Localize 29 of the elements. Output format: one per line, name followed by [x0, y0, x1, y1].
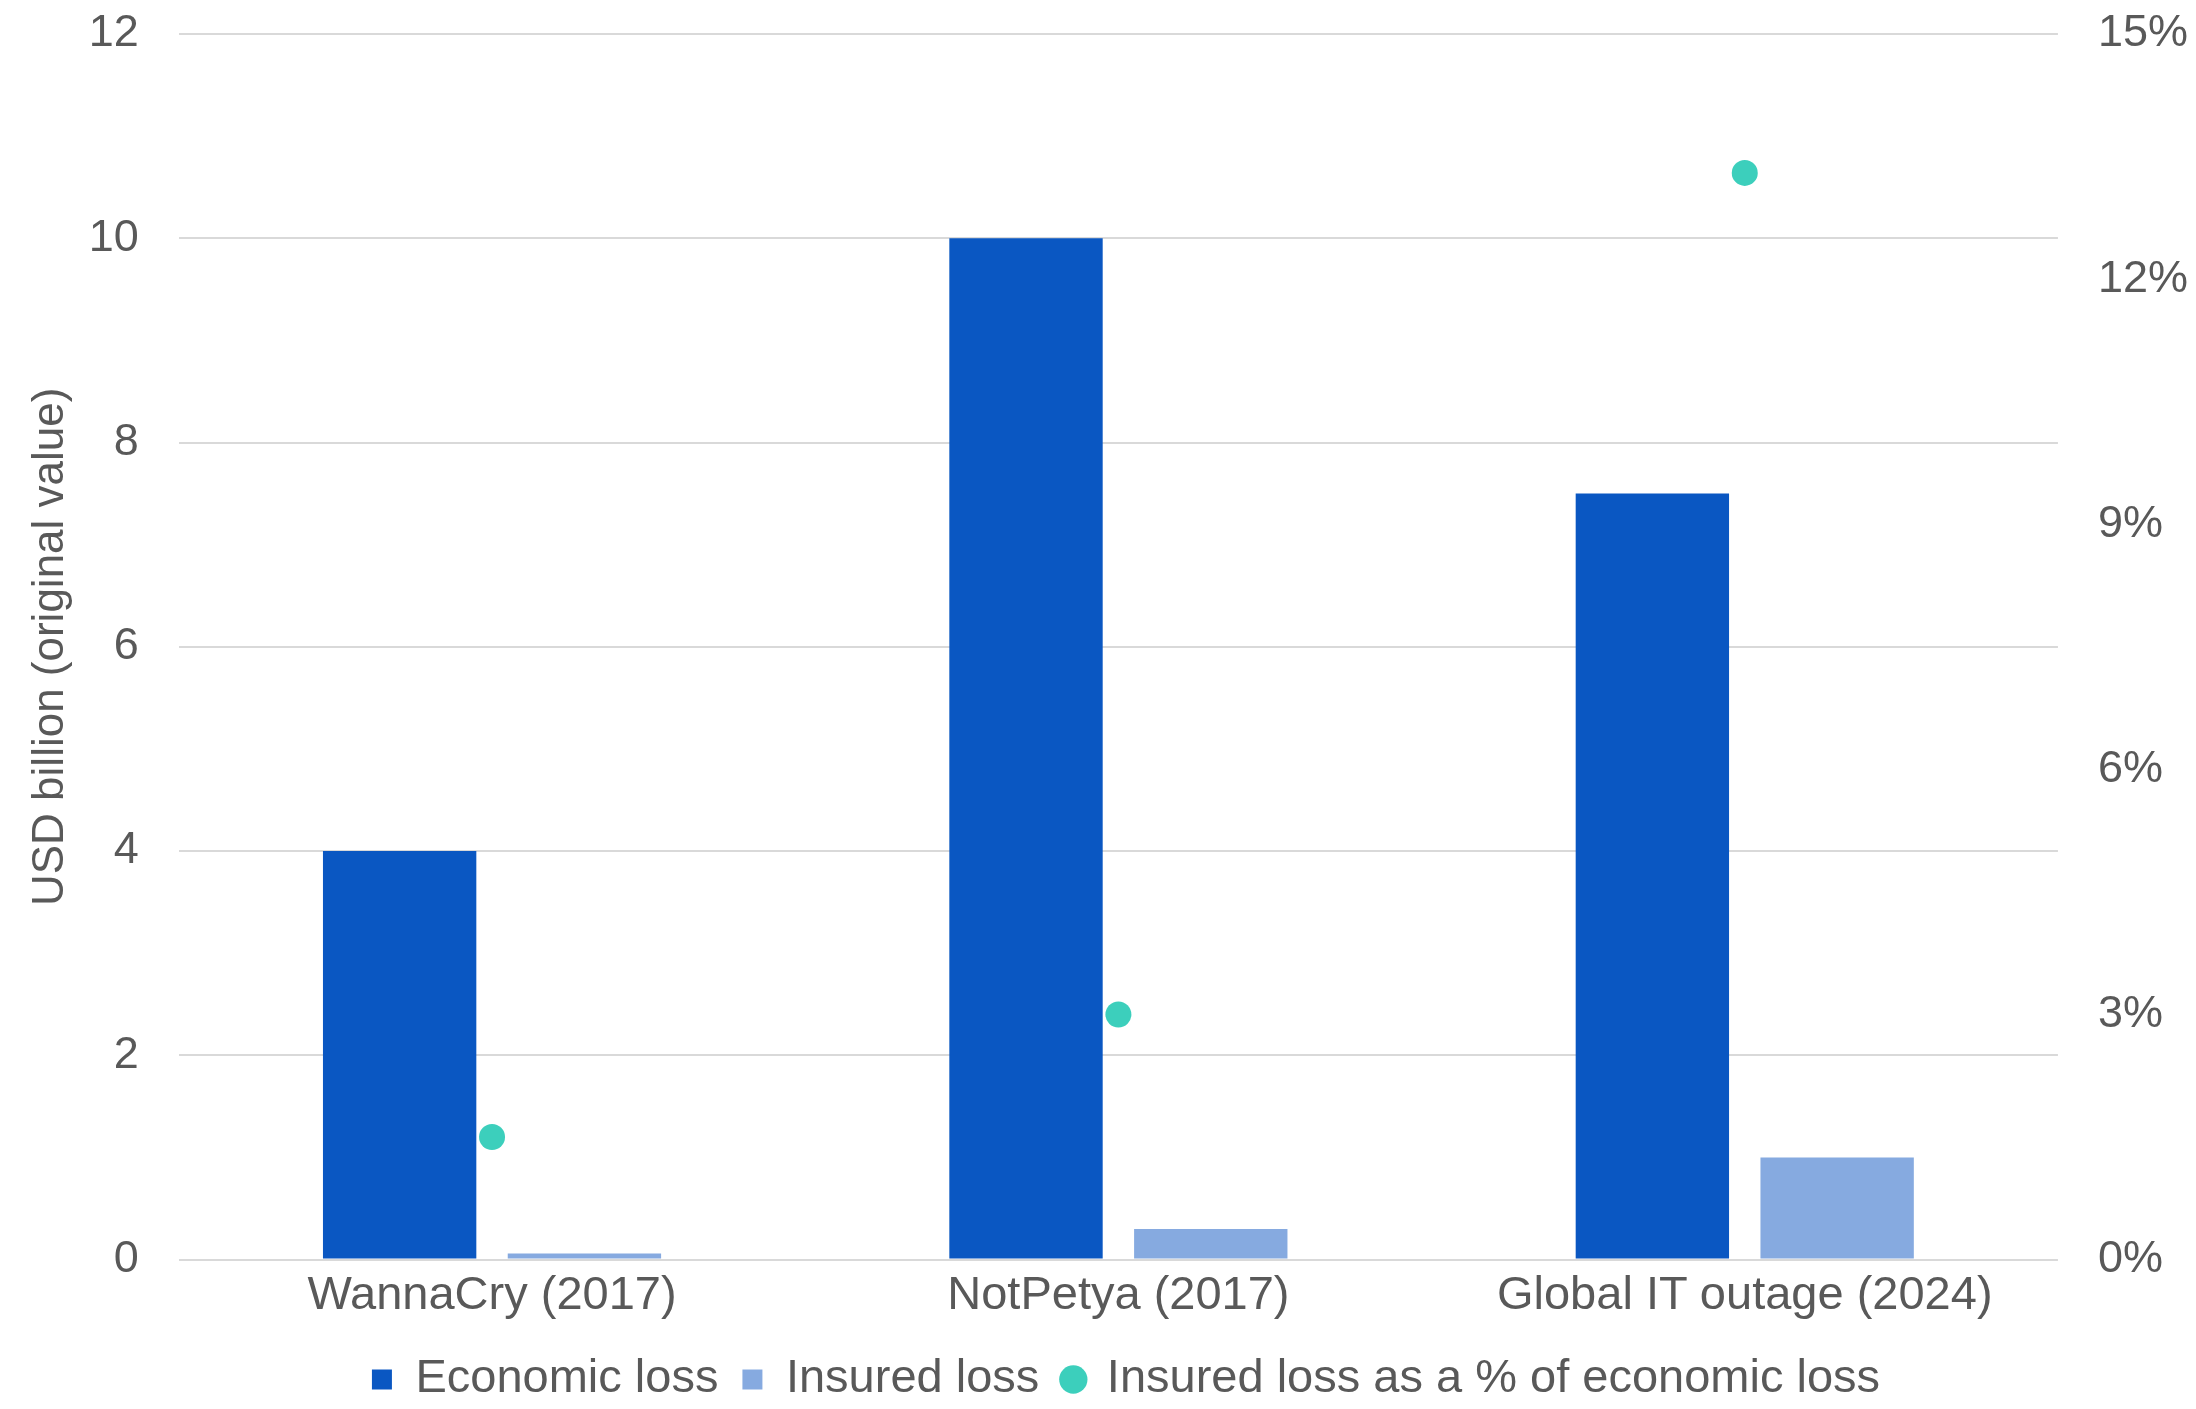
y2-tick-label: 0% — [2097, 1231, 2163, 1283]
y-tick-label: 2 — [113, 1026, 139, 1078]
point — [1731, 159, 1758, 186]
legend-label: Insured loss as a % of economic loss — [1106, 1349, 1881, 1403]
bar — [1134, 1228, 1288, 1259]
x-tick-label: WannaCry (2017) — [307, 1265, 677, 1319]
y2-tick-label: 9% — [2097, 495, 2163, 547]
y-tick-label: 4 — [113, 822, 139, 874]
y-tick-label: 10 — [88, 209, 139, 261]
y2-tick-label: 6% — [2097, 740, 2163, 792]
y2-tick-label: 15% — [2097, 5, 2189, 57]
y-axis-title: USD billion (original value) — [22, 387, 72, 907]
bar — [507, 1253, 662, 1259]
y-tick-label: 0 — [113, 1231, 139, 1283]
x-tick-label: NotPetya (2017) — [947, 1265, 1290, 1319]
legend-label: Insured loss — [785, 1349, 1040, 1403]
y-tick-label: 6 — [113, 618, 139, 670]
bar — [322, 851, 477, 1259]
bar — [949, 238, 1103, 1259]
y2-tick-label: 12% — [2097, 250, 2189, 302]
legend-label: Economic loss — [415, 1349, 719, 1403]
point — [1105, 1001, 1132, 1028]
bar — [1575, 493, 1730, 1259]
point — [479, 1124, 506, 1151]
bar — [1760, 1157, 1914, 1259]
y-tick-label: 12 — [88, 5, 139, 57]
x-tick-label: Global IT outage (2024) — [1496, 1265, 1993, 1319]
y-tick-label: 8 — [113, 413, 139, 465]
y2-tick-label: 3% — [2097, 985, 2163, 1037]
